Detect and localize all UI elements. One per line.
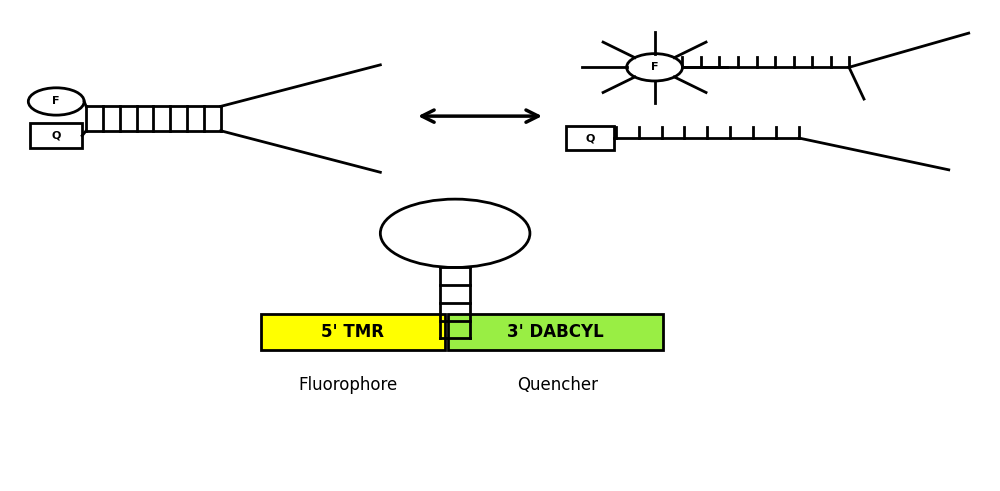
- FancyBboxPatch shape: [448, 314, 663, 351]
- Text: Q: Q: [52, 131, 61, 140]
- Text: 3' DABCYL: 3' DABCYL: [507, 323, 604, 341]
- Text: Quencher: Quencher: [517, 376, 598, 394]
- Text: Fluorophore: Fluorophore: [299, 376, 398, 394]
- Text: F: F: [52, 96, 60, 107]
- FancyBboxPatch shape: [261, 314, 445, 351]
- Text: Q: Q: [585, 133, 594, 143]
- Text: F: F: [651, 62, 658, 72]
- Text: 5' TMR: 5' TMR: [321, 323, 384, 341]
